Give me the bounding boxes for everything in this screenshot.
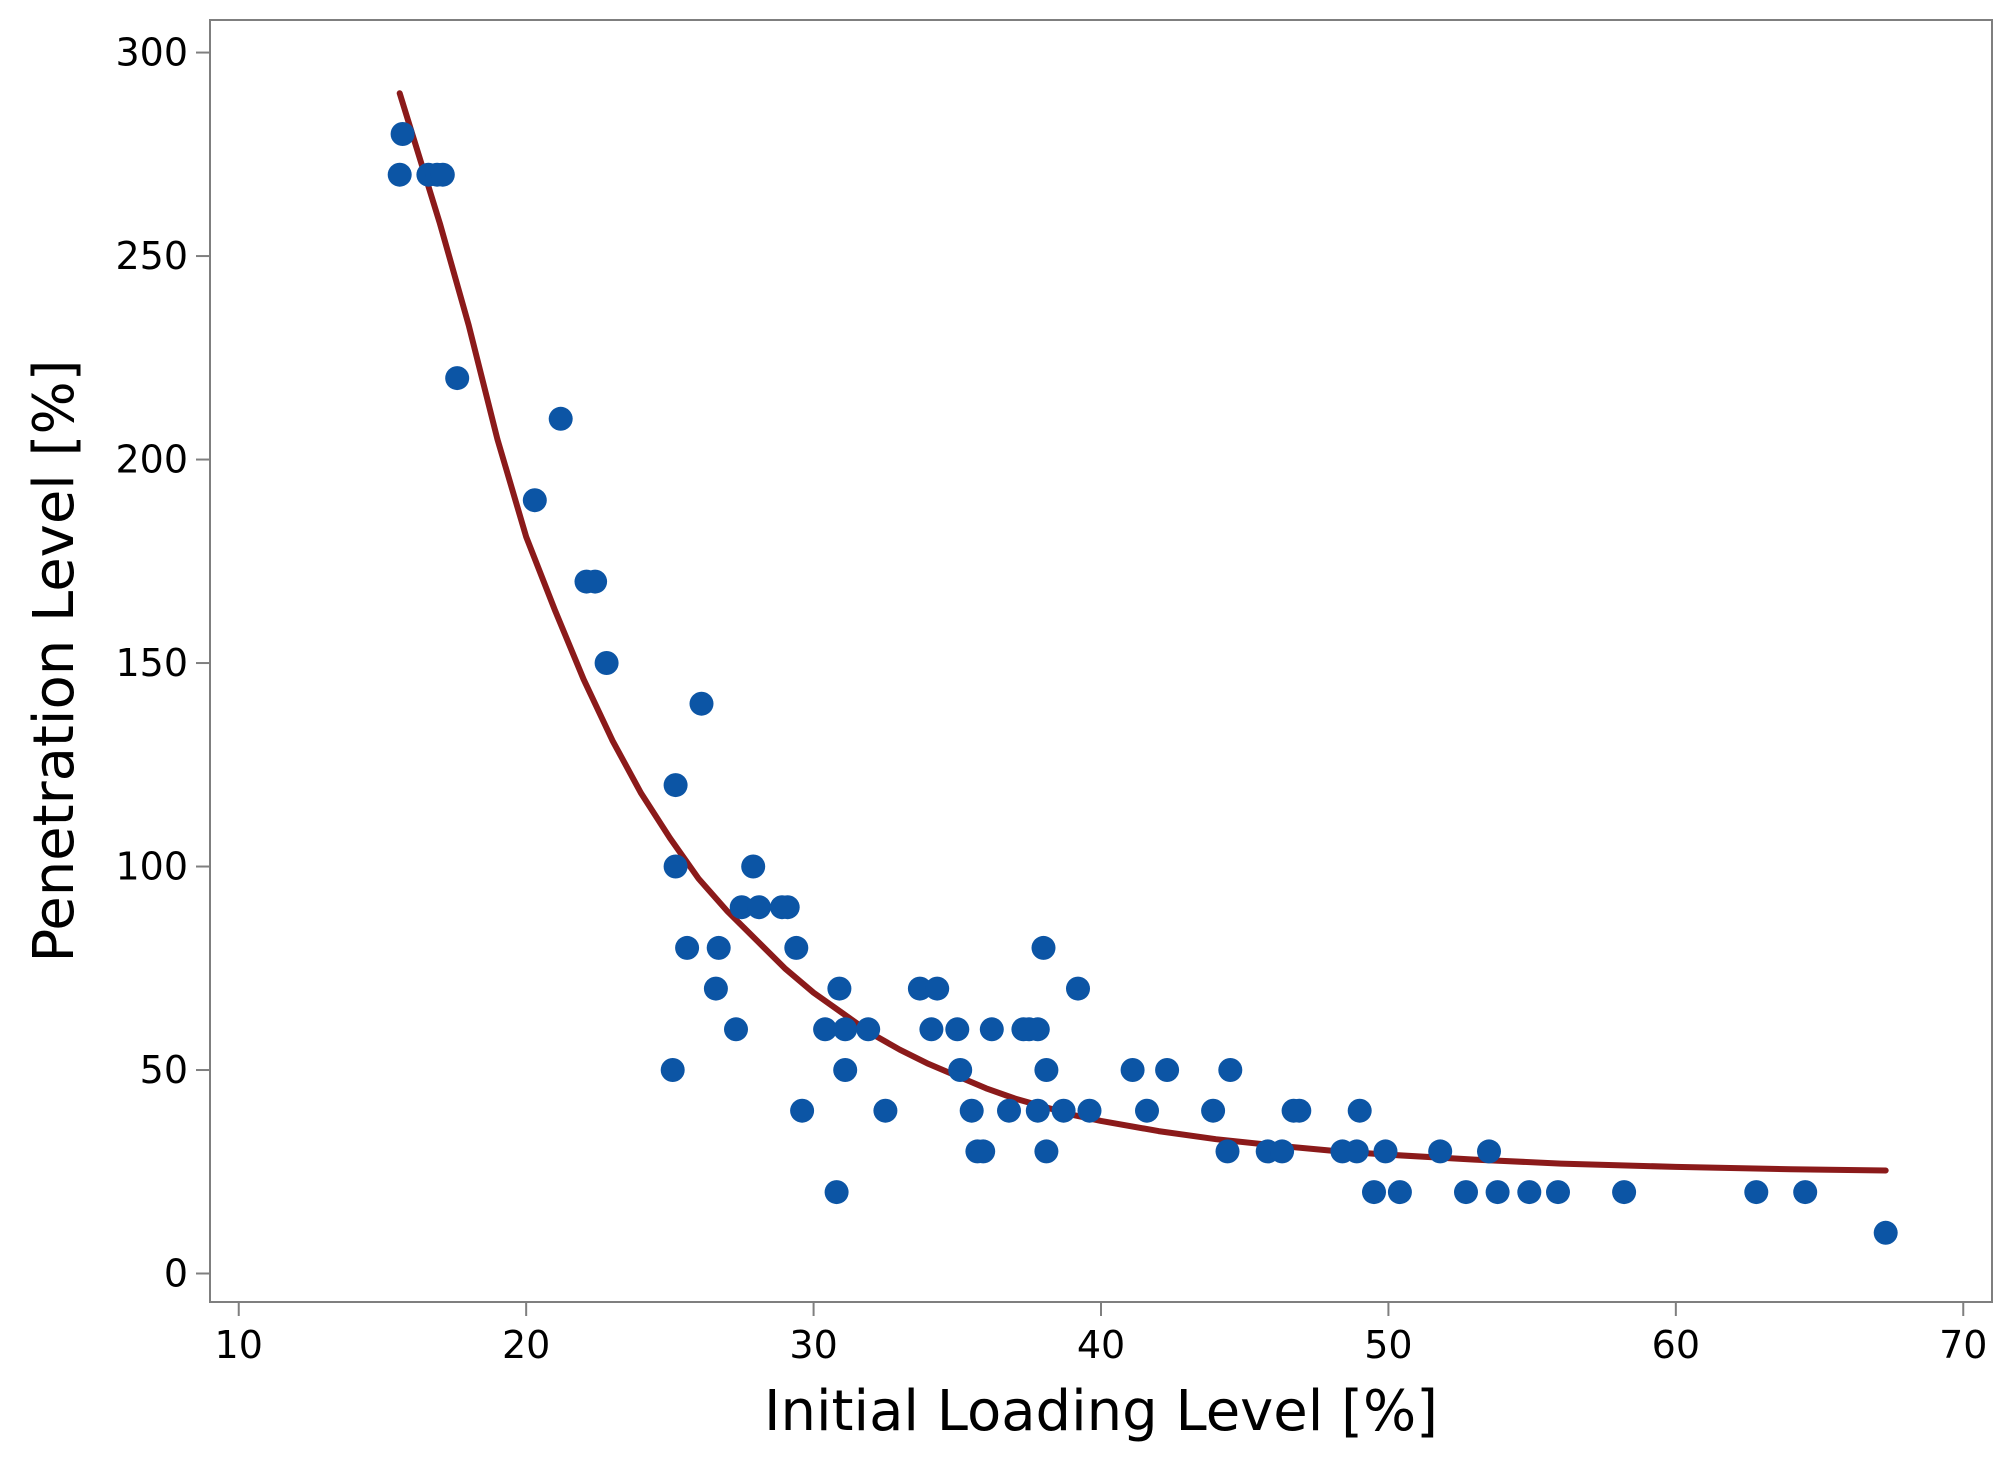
x-axis-title: Initial Loading Level [%] [764, 1379, 1438, 1444]
data-point [925, 976, 950, 1001]
data-point [827, 976, 852, 1001]
y-tick-label: 50 [140, 1048, 188, 1092]
data-point [1051, 1098, 1076, 1123]
data-point [873, 1098, 898, 1123]
data-point [907, 976, 932, 1001]
data-point [663, 773, 688, 798]
data-point [390, 122, 415, 146]
data-point [1546, 1180, 1570, 1205]
y-tick-label: 100 [115, 845, 188, 889]
data-point [1793, 1180, 1818, 1205]
data-point [1347, 1098, 1372, 1123]
y-tick-label: 250 [115, 234, 188, 278]
data-point [1034, 1139, 1059, 1164]
data-point [583, 569, 608, 594]
data-point [979, 1017, 1004, 1042]
data-point [959, 1098, 984, 1123]
data-point [1031, 935, 1056, 960]
data-point [833, 1017, 858, 1042]
x-tick-label: 40 [1077, 1323, 1125, 1367]
data-point [1744, 1180, 1769, 1205]
data-point [790, 1098, 815, 1123]
data-point [856, 1017, 881, 1042]
data-point [775, 895, 800, 920]
x-tick-label: 30 [789, 1323, 837, 1367]
data-point [784, 935, 809, 960]
data-point [522, 488, 547, 513]
x-tick-label: 70 [1939, 1323, 1987, 1367]
data-point [997, 1098, 1021, 1123]
data-point [663, 854, 688, 879]
data-point [833, 1058, 858, 1082]
data-point [1477, 1139, 1501, 1164]
data-point [706, 935, 731, 960]
data-point [445, 366, 470, 391]
data-point [1873, 1220, 1898, 1245]
x-tick-label: 10 [215, 1323, 263, 1367]
data-point [430, 162, 455, 187]
data-point [724, 1017, 748, 1042]
points-layer [387, 122, 1898, 1245]
data-point [741, 854, 766, 879]
x-tick-label: 60 [1652, 1323, 1700, 1367]
data-point [1454, 1180, 1478, 1205]
y-axis-ticks: 0 50 100 150 200 250 300 [115, 31, 210, 1296]
data-point [1485, 1180, 1510, 1205]
data-point [1517, 1180, 1542, 1205]
data-point [1387, 1180, 1412, 1205]
data-point [1025, 1098, 1050, 1123]
data-point [1201, 1098, 1226, 1123]
data-point [747, 895, 771, 920]
data-point [1077, 1098, 1102, 1123]
y-tick-label: 300 [115, 31, 188, 75]
data-point [729, 895, 754, 920]
data-point [594, 651, 619, 675]
data-point [1373, 1139, 1398, 1164]
data-point [387, 162, 412, 187]
data-point [1287, 1098, 1312, 1123]
data-point [948, 1058, 973, 1082]
y-tick-label: 150 [115, 641, 188, 685]
data-point [1612, 1180, 1637, 1205]
data-point [1428, 1139, 1453, 1164]
x-axis-ticks: 10 20 30 40 50 60 70 [215, 1302, 1987, 1367]
data-point [1270, 1139, 1295, 1164]
data-point [971, 1139, 996, 1164]
data-point [1362, 1180, 1386, 1205]
data-point [548, 406, 573, 431]
data-point [689, 691, 714, 716]
y-tick-label: 0 [164, 1252, 188, 1296]
y-axis-title: Penetration Level [%] [22, 359, 87, 962]
data-point [813, 1017, 838, 1042]
data-point [1120, 1058, 1145, 1082]
x-tick-label: 50 [1364, 1323, 1412, 1367]
data-point [1155, 1058, 1180, 1082]
y-tick-label: 200 [115, 438, 188, 482]
data-point [1215, 1139, 1240, 1164]
data-point [1025, 1017, 1050, 1042]
data-point [919, 1017, 944, 1042]
data-point [660, 1058, 685, 1082]
x-tick-label: 20 [502, 1323, 550, 1367]
data-point [824, 1180, 849, 1205]
fit-curve [396, 90, 1889, 1174]
data-point [1135, 1098, 1159, 1123]
fit-line-layer [396, 90, 1889, 1174]
data-point [945, 1017, 970, 1042]
data-point [1344, 1139, 1369, 1164]
data-point [1066, 976, 1090, 1001]
data-point [1218, 1058, 1243, 1082]
data-point [675, 935, 700, 960]
data-point [1034, 1058, 1059, 1082]
data-point [703, 976, 728, 1001]
